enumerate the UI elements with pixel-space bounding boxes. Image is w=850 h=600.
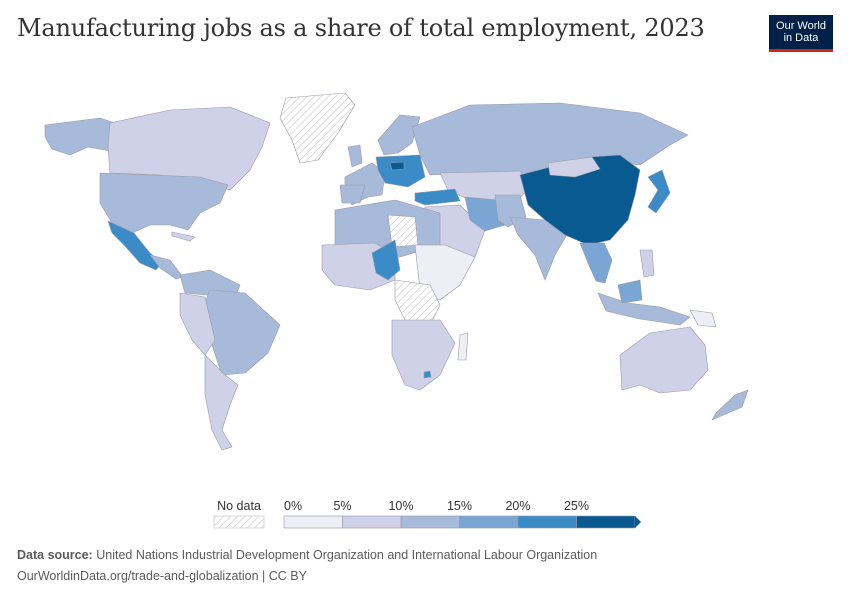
logo-line-1: Our World [776,20,826,32]
iberia-region[interactable] [339,184,366,204]
madagascar-region[interactable] [457,332,469,361]
turkey-region[interactable] [414,188,461,206]
chart-title: Manufacturing jobs as a share of total e… [17,14,705,42]
legend-tick-3: 15% [447,499,472,513]
alaska-region[interactable] [44,117,116,156]
southern-africa-region[interactable] [391,319,456,391]
mongolia-region[interactable] [547,156,601,178]
uk-region[interactable] [347,144,363,168]
world-map [44,92,749,451]
mexico-region[interactable] [107,220,163,271]
legend-swatch-4[interactable] [517,515,577,529]
legend-tick-5: 25% [564,499,589,513]
legend-tick-0: 0% [284,499,302,513]
map-legend: No data 0% 5% 10% 15% 20% 25% [213,499,641,529]
legend-swatch-5[interactable] [576,515,636,529]
legend-tick-2: 10% [388,499,413,513]
new-zealand-region[interactable] [711,389,749,421]
czechia-region[interactable] [389,161,405,171]
legend-swatch-2[interactable] [400,515,460,529]
japan-region[interactable] [647,169,671,214]
source-text: United Nations Industrial Development Or… [96,548,598,562]
legend-swatch-3[interactable] [459,515,519,529]
canada-region[interactable] [107,106,271,191]
png-region[interactable] [689,309,717,328]
scandinavia-region[interactable] [377,114,421,156]
legend-swatch-0[interactable] [283,515,343,529]
greenland-region[interactable] [279,92,356,164]
footer-url[interactable]: OurWorldinData.org/trade-and-globalizati… [17,569,307,583]
legend-arrow [635,516,641,528]
legend-swatch-1[interactable] [342,515,402,529]
legend-no-data-label: No data [217,499,261,513]
legend-no-data-swatch[interactable] [213,515,265,529]
source-label: Data source: [17,548,93,562]
central-america-region[interactable] [149,254,184,280]
owid-logo[interactable]: Our World in Data [769,15,833,52]
footer-source: Data source: United Nations Industrial D… [17,548,597,562]
iran-region[interactable] [464,196,506,232]
nigeria-region[interactable] [371,239,401,281]
southeast-asia-region[interactable] [579,242,613,284]
legend-tick-1: 5% [333,499,351,513]
logo-line-2: in Data [783,32,819,44]
cuba-region[interactable] [171,231,196,242]
usa-region[interactable] [99,172,229,234]
south-africa-inner-region[interactable] [423,370,432,379]
australia-region[interactable] [619,326,709,394]
philippines-region[interactable] [639,249,655,278]
legend-tick-4: 20% [505,499,530,513]
southern-cone-region[interactable] [204,354,239,451]
borneo-region[interactable] [617,279,643,304]
indonesia-region[interactable] [597,292,691,326]
